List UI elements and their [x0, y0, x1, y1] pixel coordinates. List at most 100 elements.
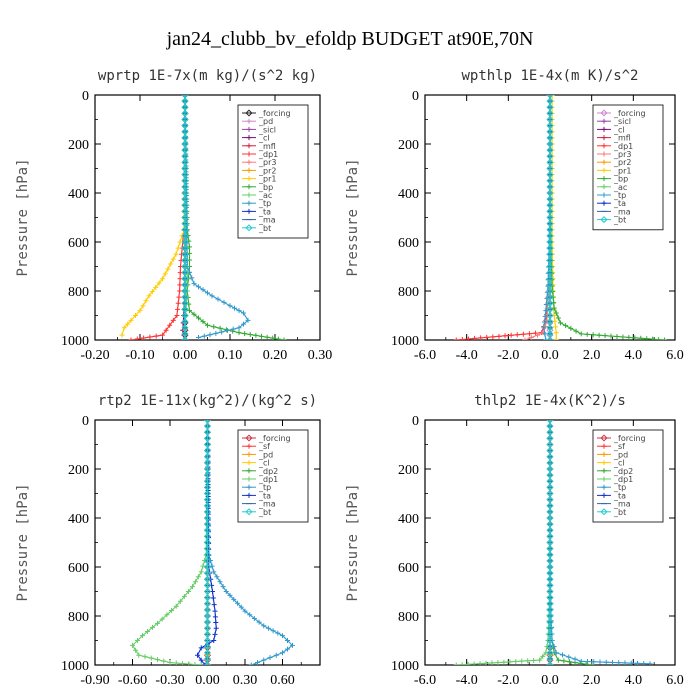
legend-marker — [601, 159, 607, 165]
y-tick-label: 200 — [68, 463, 89, 478]
data-point — [501, 659, 507, 665]
legend-marker — [246, 468, 252, 474]
data-point — [552, 318, 558, 324]
y-tick-label: 600 — [398, 561, 419, 576]
data-point — [459, 336, 465, 340]
data-point — [563, 323, 569, 329]
data-point — [548, 612, 554, 618]
data-point — [187, 308, 192, 314]
data-point — [241, 321, 246, 327]
data-point — [644, 336, 650, 340]
data-point — [557, 320, 563, 326]
data-point — [465, 336, 471, 340]
legend-marker — [245, 224, 253, 232]
x-tick-label: 4.0 — [625, 348, 643, 363]
data-point — [608, 333, 614, 339]
x-tick-label: -0.30 — [155, 673, 184, 688]
data-point — [273, 652, 279, 658]
legend-marker — [246, 143, 252, 149]
x-tick-label: -6.0 — [414, 673, 436, 688]
data-point — [520, 331, 526, 337]
series-line — [456, 95, 551, 340]
data-point — [177, 598, 183, 604]
data-point — [209, 293, 215, 299]
y-tick-label: 1000 — [391, 334, 419, 349]
legend-marker — [246, 184, 252, 190]
data-point — [549, 95, 555, 98]
data-point — [656, 337, 662, 340]
data-point — [259, 333, 264, 339]
data-point — [212, 608, 218, 614]
data-point — [133, 313, 138, 318]
legend-box — [592, 429, 664, 523]
data-point — [170, 256, 176, 262]
data-point — [143, 298, 149, 304]
y-axis-label: Pressure [hPa] — [345, 158, 361, 276]
data-point — [572, 656, 578, 662]
data-point — [205, 290, 210, 296]
legend-marker — [601, 484, 607, 490]
legend-marker — [246, 208, 252, 214]
data-point — [209, 563, 215, 569]
x-tick-label: 0.60 — [270, 673, 295, 688]
data-point — [471, 661, 477, 665]
data-point — [153, 333, 159, 339]
data-point — [125, 321, 131, 327]
x-tick-label: 2.0 — [583, 348, 601, 363]
data-point — [196, 335, 201, 340]
data-point — [620, 334, 626, 340]
legend-marker — [246, 151, 252, 157]
legend-entry: _dp1 — [613, 142, 633, 151]
data-point — [540, 653, 546, 659]
legend-marker — [246, 118, 252, 124]
legend-box — [237, 429, 309, 523]
data-point — [248, 662, 254, 665]
data-point — [602, 333, 608, 339]
data-point — [159, 616, 165, 622]
panel-title: rtp2 1E-11x(kg^2)/(kg^2 s) — [98, 393, 317, 409]
legend-entry: _pr1 — [613, 166, 631, 175]
legend-marker — [245, 434, 253, 442]
legend-marker — [601, 200, 607, 206]
data-point — [590, 332, 596, 338]
data-point — [186, 661, 192, 665]
series-dp1 — [130, 420, 210, 665]
data-point — [150, 624, 155, 630]
legend-entry: _pr1 — [258, 175, 276, 184]
data-point — [597, 659, 603, 665]
data-point — [622, 660, 628, 665]
series-line — [131, 420, 209, 665]
figure-title: jan24_clubb_bv_efoldp BUDGET at90E,70N — [166, 28, 534, 50]
data-point — [553, 324, 559, 330]
data-point — [546, 661, 554, 665]
x-tick-label: -0.90 — [80, 673, 109, 688]
data-point — [495, 660, 501, 665]
data-point — [553, 337, 559, 340]
data-point — [130, 642, 135, 648]
data-point — [192, 579, 198, 585]
data-point — [191, 281, 197, 287]
y-axis-label: Pressure [hPa] — [15, 483, 31, 601]
y-tick-label: 400 — [398, 187, 419, 202]
data-point — [568, 325, 574, 331]
data-point — [251, 615, 257, 621]
y-tick-label: 400 — [398, 512, 419, 527]
data-point — [561, 658, 567, 664]
series-dp1 — [453, 95, 553, 340]
legend-marker — [601, 492, 607, 498]
data-point — [508, 332, 514, 338]
data-point — [555, 315, 561, 321]
legend-marker — [246, 460, 252, 466]
legend-entry: _ma — [613, 207, 631, 216]
data-point — [145, 629, 150, 635]
data-point — [267, 655, 273, 661]
legend-marker — [601, 135, 607, 141]
panel-title: thlp2 1E-4x(K^2)/s — [474, 393, 626, 409]
data-point — [198, 645, 204, 651]
data-point — [513, 659, 519, 664]
series-group — [119, 95, 287, 340]
data-point — [603, 659, 609, 665]
data-point — [560, 652, 565, 658]
data-point — [212, 631, 218, 637]
legend-marker — [601, 443, 607, 449]
